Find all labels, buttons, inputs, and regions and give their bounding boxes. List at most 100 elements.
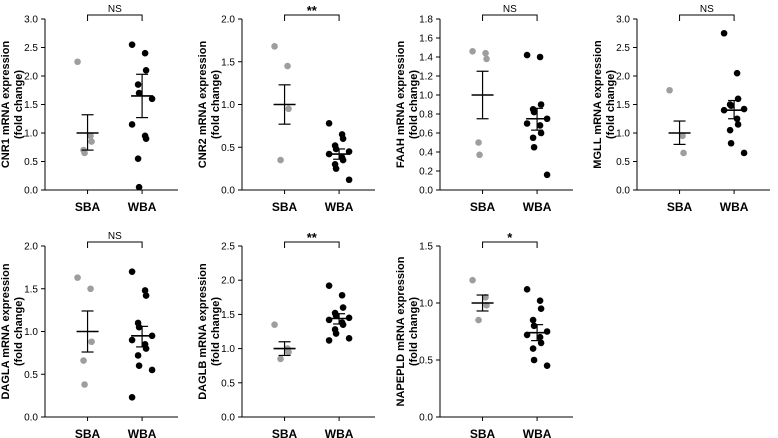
y-tick-label: 1.5 [24,284,38,295]
data-point [339,321,347,328]
data-point [339,135,347,142]
y-tick-label: 1.0 [419,299,433,310]
chart-panel-4: 0.0 0.5 1.0 1.5 2.0 2.5 3.0 SBA WBA MGLL mRNA exp… [592,4,770,214]
x-category-label: WBA [523,427,552,438]
y-axis-label-unit: (fold change) [13,297,25,366]
x-category-label: SBA [272,427,298,438]
y-tick-label: 0.5 [221,378,235,389]
significance-bracket [87,241,143,248]
data-point [482,294,489,301]
data-point [475,316,482,324]
y-tick-label: 1.5 [419,242,433,253]
chart-panel-1: 0.0 0.5 1.0 1.5 2.0 2.5 3.0 SBA WBA CNR1 mRNA exp… [0,4,178,214]
data-point [345,148,353,155]
data-point [529,345,537,352]
data-point [74,58,81,66]
data-point [469,276,476,284]
data-point [148,95,156,103]
y-tick-label: 0.0 [221,186,235,197]
y-tick-label: 3.0 [24,15,38,26]
data-point [482,49,489,57]
significance-bracket [284,241,340,248]
data-point [734,121,742,128]
y-tick-label: 1.5 [24,100,38,111]
data-point [345,335,353,342]
y-tick-label: 0.0 [616,186,630,197]
significance-bracket [284,14,340,21]
y-tick-label: 2.0 [24,242,38,253]
data-point [529,134,537,142]
data-point [523,286,531,293]
data-point [87,132,94,140]
y-tick-label: 0.0 [221,413,235,424]
significance-label: NS [700,4,714,15]
y-tick-label: 1.8 [419,15,433,26]
data-point [536,333,544,341]
data-point [128,394,136,401]
significance-label: NS [108,231,122,242]
data-point [733,69,741,77]
y-tick-label: 1.0 [419,91,433,102]
chart-panel-2: 0.0 0.5 1.0 1.5 2.0 SBA WBA CNR2 mRNA expressio… [197,3,375,214]
data-point [529,316,537,324]
y-tick-label: 1.2 [419,72,433,83]
data-point [142,135,150,142]
significance-label: NS [108,4,122,15]
data-point [469,48,476,55]
data-point [285,105,292,113]
y-axis-label: FAAH mRNA expression [395,41,407,169]
y-tick-label: 1.5 [616,100,630,111]
y-tick-label: 0.5 [419,356,433,367]
x-category-label: WBA [325,200,354,214]
data-point [325,282,333,289]
data-point [666,86,673,94]
data-point [88,138,95,145]
data-point [679,132,686,140]
data-point [88,338,95,346]
data-point [332,165,340,172]
y-tick-label: 1.6 [419,34,433,45]
y-axis-label-unit: (fold change) [13,70,25,139]
data-point [536,297,544,305]
data-point [128,41,136,48]
data-point [325,316,333,324]
significance-label: NS [503,4,517,15]
y-axis-label-unit: (fold change) [408,297,420,366]
y-tick-label: 1.4 [419,53,433,64]
data-point [543,362,551,370]
y-tick-label: 0.0 [419,186,433,197]
data-point [134,352,142,359]
y-tick-label: 0.8 [419,110,433,121]
y-tick-label: 1.0 [221,100,235,111]
y-tick-label: 0.5 [221,143,235,154]
y-tick-label: 0.5 [24,370,38,381]
y-axis-label-unit: (fold change) [210,70,222,139]
significance-bracket [482,241,538,248]
data-point [135,183,143,191]
data-point [148,366,156,374]
data-point [277,156,284,164]
data-point [134,155,142,162]
data-point [339,304,347,311]
data-point [523,120,531,127]
y-tick-label: 0.5 [24,157,38,168]
y-tick-label: 2.0 [221,276,235,287]
data-point [80,357,87,364]
data-point [523,51,531,59]
data-point [142,292,150,299]
significance-label: ** [307,230,318,245]
data-point [141,49,149,57]
y-tick-label: 0.6 [419,129,433,140]
significance-bracket [87,14,143,21]
data-point [339,156,347,164]
y-tick-label: 1.0 [616,129,630,140]
data-point [271,43,278,50]
y-tick-label: 0.2 [419,167,433,178]
data-point [483,55,490,63]
y-tick-label: 0.0 [24,186,38,197]
y-tick-label: 3.0 [616,15,630,26]
data-point [536,122,544,129]
data-point [271,321,278,328]
y-tick-label: 2.5 [221,242,235,253]
